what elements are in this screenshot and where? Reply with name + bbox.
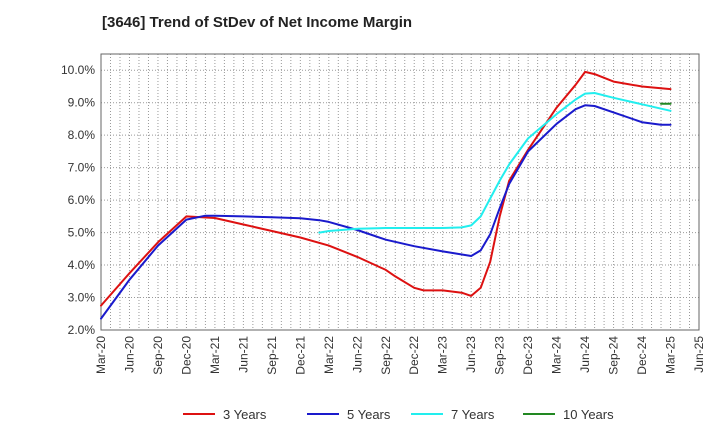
x-tick-label: Jun-23 bbox=[464, 336, 478, 373]
y-tick-label: 8.0% bbox=[68, 128, 96, 142]
chart-title: [3646] Trend of StDev of Net Income Marg… bbox=[102, 14, 413, 31]
y-tick-label: 5.0% bbox=[68, 226, 96, 240]
y-tick-label: 6.0% bbox=[68, 193, 96, 207]
x-tick-label: Jun-24 bbox=[578, 336, 592, 373]
x-tick-label: Jun-22 bbox=[350, 336, 364, 373]
x-tick-label: Sep-23 bbox=[493, 336, 507, 375]
y-tick-label: 7.0% bbox=[68, 161, 96, 175]
plot-frame bbox=[100, 53, 700, 331]
y-tick-label: 10.0% bbox=[61, 63, 95, 77]
y-tick-label: 3.0% bbox=[68, 291, 96, 305]
x-tick-label: Jun-25 bbox=[692, 336, 706, 373]
legend-label-3: 7 Years bbox=[451, 407, 495, 422]
legend-label-4: 10 Years bbox=[563, 407, 614, 422]
x-tick-label: Dec-20 bbox=[179, 336, 193, 375]
x-tick-label: Dec-21 bbox=[293, 336, 307, 375]
x-tick-label: Mar-25 bbox=[664, 336, 678, 374]
legend-label-2: 5 Years bbox=[347, 407, 391, 422]
x-tick-label: Sep-24 bbox=[607, 336, 621, 375]
x-tick-label: Mar-23 bbox=[436, 336, 450, 374]
x-tick-label: Mar-21 bbox=[208, 336, 222, 374]
y-tick-label: 9.0% bbox=[68, 96, 96, 110]
x-tick-label: Mar-24 bbox=[550, 336, 564, 374]
x-tick-label: Jun-21 bbox=[236, 336, 250, 373]
x-tick-label: Mar-20 bbox=[94, 336, 108, 374]
x-tick-label: Dec-23 bbox=[521, 336, 535, 375]
x-tick-label: Sep-20 bbox=[151, 336, 165, 375]
series-line-1 bbox=[100, 70, 672, 307]
plot-area bbox=[101, 54, 699, 330]
y-tick-label: 2.0% bbox=[68, 323, 96, 337]
x-tick-label: Mar-22 bbox=[322, 336, 336, 374]
x-tick-label: Sep-22 bbox=[379, 336, 393, 375]
x-tick-label: Sep-21 bbox=[265, 336, 279, 375]
series-line-3 bbox=[318, 92, 672, 234]
series-line-2 bbox=[100, 104, 672, 320]
x-tick-label: Jun-20 bbox=[122, 336, 136, 373]
legend-label-1: 3 Years bbox=[223, 407, 267, 422]
y-tick-label: 4.0% bbox=[68, 258, 96, 272]
x-tick-label: Dec-22 bbox=[407, 336, 421, 375]
x-tick-label: Dec-24 bbox=[635, 336, 649, 375]
